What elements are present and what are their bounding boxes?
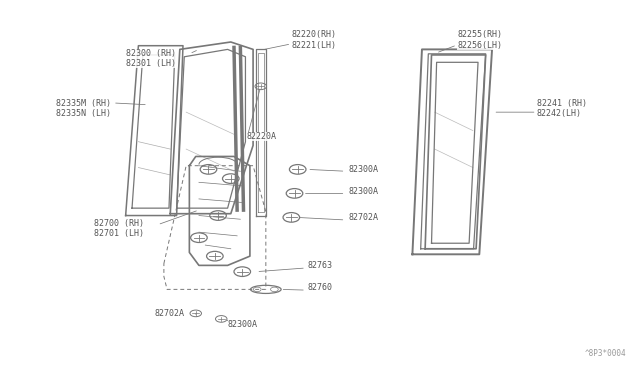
Text: 82702A: 82702A <box>349 213 379 222</box>
Text: 82255(RH)
82256(LH): 82255(RH) 82256(LH) <box>457 31 502 50</box>
Text: 82702A: 82702A <box>154 309 184 318</box>
Text: 82300 (RH)
82301 (LH): 82300 (RH) 82301 (LH) <box>125 49 175 68</box>
Text: 82220A: 82220A <box>246 132 276 141</box>
Text: 82300A: 82300A <box>349 165 379 174</box>
Text: 82335M (RH)
82335N (LH): 82335M (RH) 82335N (LH) <box>56 99 111 118</box>
Text: 82760: 82760 <box>307 283 332 292</box>
Text: 82763: 82763 <box>307 261 332 270</box>
Text: 82300A: 82300A <box>349 187 379 196</box>
Text: 82220(RH)
82221(LH): 82220(RH) 82221(LH) <box>291 31 337 50</box>
Text: 82700 (RH)
82701 (LH): 82700 (RH) 82701 (LH) <box>94 219 144 238</box>
Text: 82241 (RH)
82242(LH): 82241 (RH) 82242(LH) <box>537 99 587 118</box>
Text: 82300A: 82300A <box>228 320 258 329</box>
Text: ^8P3*0004: ^8P3*0004 <box>584 349 626 358</box>
